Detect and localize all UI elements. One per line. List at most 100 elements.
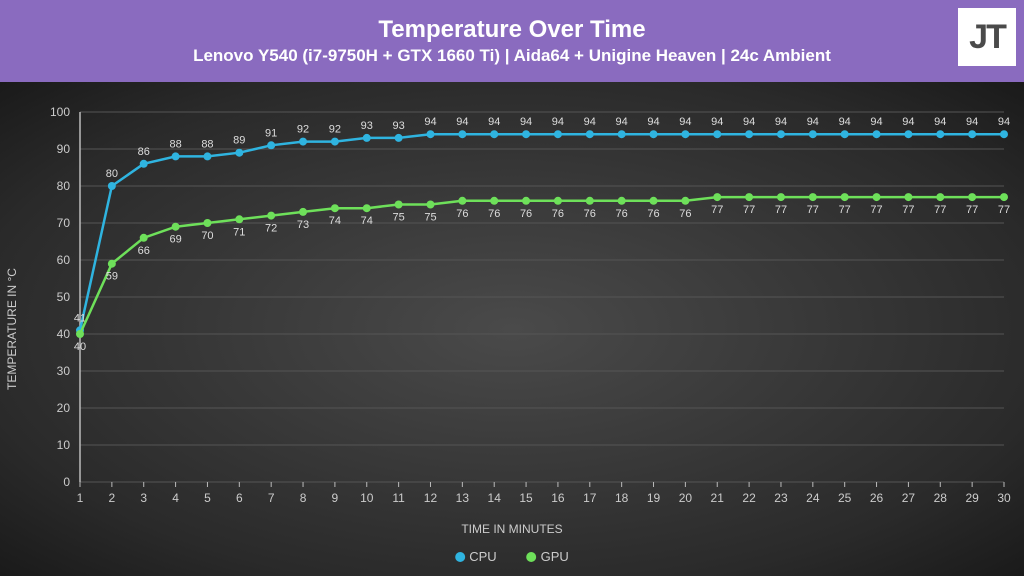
svg-text:70: 70 <box>57 216 71 230</box>
svg-text:94: 94 <box>966 116 978 128</box>
svg-text:2: 2 <box>109 491 116 505</box>
svg-text:94: 94 <box>679 116 691 128</box>
svg-text:77: 77 <box>870 204 882 216</box>
svg-text:76: 76 <box>552 208 564 220</box>
chart-subtitle: Lenovo Y540 (i7-9750H + GTX 1660 Ti) | A… <box>193 46 831 66</box>
svg-text:94: 94 <box>711 116 723 128</box>
svg-text:71: 71 <box>233 226 245 238</box>
svg-text:3: 3 <box>140 491 147 505</box>
svg-text:59: 59 <box>106 271 118 283</box>
chart-container: 0102030405060708090100123456789101112131… <box>0 82 1024 576</box>
svg-text:10: 10 <box>57 438 71 452</box>
svg-text:75: 75 <box>424 212 436 224</box>
svg-text:24: 24 <box>806 491 820 505</box>
svg-text:1: 1 <box>77 491 84 505</box>
svg-text:76: 76 <box>616 208 628 220</box>
svg-text:72: 72 <box>265 223 277 235</box>
svg-text:69: 69 <box>169 234 181 246</box>
svg-text:88: 88 <box>201 138 213 150</box>
svg-text:94: 94 <box>934 116 946 128</box>
svg-text:77: 77 <box>807 204 819 216</box>
svg-text:77: 77 <box>839 204 851 216</box>
svg-text:92: 92 <box>329 124 341 136</box>
svg-text:75: 75 <box>392 212 404 224</box>
svg-text:74: 74 <box>329 215 341 227</box>
svg-text:30: 30 <box>997 491 1011 505</box>
y-axis-label: TEMPERATURE IN °C <box>5 268 19 390</box>
brand-logo: JT <box>958 8 1016 66</box>
legend-item-gpu: GPU <box>527 549 569 564</box>
x-axis-label: TIME IN MINUTES <box>461 522 562 536</box>
svg-text:94: 94 <box>902 116 914 128</box>
svg-text:94: 94 <box>807 116 819 128</box>
svg-text:11: 11 <box>392 491 405 505</box>
svg-text:94: 94 <box>584 116 596 128</box>
svg-text:93: 93 <box>361 120 373 132</box>
svg-text:94: 94 <box>616 116 628 128</box>
svg-text:91: 91 <box>265 127 277 139</box>
legend-label-gpu: GPU <box>541 549 569 564</box>
svg-text:10: 10 <box>360 491 374 505</box>
svg-text:73: 73 <box>297 219 309 231</box>
svg-text:76: 76 <box>584 208 596 220</box>
svg-text:77: 77 <box>743 204 755 216</box>
svg-text:74: 74 <box>361 215 373 227</box>
svg-text:77: 77 <box>902 204 914 216</box>
svg-text:93: 93 <box>392 120 404 132</box>
svg-text:4: 4 <box>172 491 179 505</box>
svg-text:40: 40 <box>57 327 71 341</box>
svg-text:76: 76 <box>520 208 532 220</box>
legend-item-cpu: CPU <box>455 549 496 564</box>
svg-text:12: 12 <box>424 491 438 505</box>
svg-text:94: 94 <box>552 116 564 128</box>
svg-text:94: 94 <box>998 116 1010 128</box>
svg-text:66: 66 <box>138 245 150 257</box>
svg-text:94: 94 <box>775 116 787 128</box>
svg-text:50: 50 <box>57 290 71 304</box>
svg-text:22: 22 <box>742 491 756 505</box>
chart-svg: 0102030405060708090100123456789101112131… <box>0 82 1024 576</box>
svg-text:16: 16 <box>551 491 565 505</box>
chart-header: Temperature Over Time Lenovo Y540 (i7-97… <box>0 0 1024 82</box>
brand-logo-text: JT <box>969 18 1005 57</box>
svg-text:30: 30 <box>57 364 71 378</box>
svg-text:77: 77 <box>775 204 787 216</box>
svg-text:28: 28 <box>934 491 948 505</box>
svg-text:94: 94 <box>424 116 436 128</box>
svg-text:60: 60 <box>57 253 71 267</box>
svg-text:94: 94 <box>743 116 755 128</box>
svg-text:90: 90 <box>57 142 71 156</box>
svg-text:17: 17 <box>583 491 597 505</box>
svg-text:94: 94 <box>456 116 468 128</box>
svg-text:6: 6 <box>236 491 243 505</box>
svg-text:23: 23 <box>774 491 788 505</box>
svg-text:94: 94 <box>647 116 659 128</box>
svg-text:8: 8 <box>300 491 307 505</box>
svg-text:70: 70 <box>201 230 213 242</box>
svg-text:77: 77 <box>998 204 1010 216</box>
svg-text:94: 94 <box>870 116 882 128</box>
svg-text:76: 76 <box>456 208 468 220</box>
svg-text:13: 13 <box>456 491 470 505</box>
svg-text:77: 77 <box>966 204 978 216</box>
svg-text:94: 94 <box>839 116 851 128</box>
svg-text:21: 21 <box>711 491 725 505</box>
legend-label-cpu: CPU <box>469 549 496 564</box>
svg-text:20: 20 <box>679 491 693 505</box>
svg-text:92: 92 <box>297 124 309 136</box>
svg-text:20: 20 <box>57 401 71 415</box>
svg-text:0: 0 <box>63 475 70 489</box>
svg-text:25: 25 <box>838 491 852 505</box>
svg-text:76: 76 <box>679 208 691 220</box>
legend-marker-cpu <box>455 552 465 562</box>
svg-text:18: 18 <box>615 491 629 505</box>
svg-text:76: 76 <box>647 208 659 220</box>
svg-text:77: 77 <box>711 204 723 216</box>
svg-text:77: 77 <box>934 204 946 216</box>
svg-text:9: 9 <box>332 491 339 505</box>
svg-text:76: 76 <box>488 208 500 220</box>
svg-text:86: 86 <box>138 146 150 158</box>
svg-text:89: 89 <box>233 135 245 147</box>
chart-title: Temperature Over Time <box>378 16 645 44</box>
legend-marker-gpu <box>527 552 537 562</box>
